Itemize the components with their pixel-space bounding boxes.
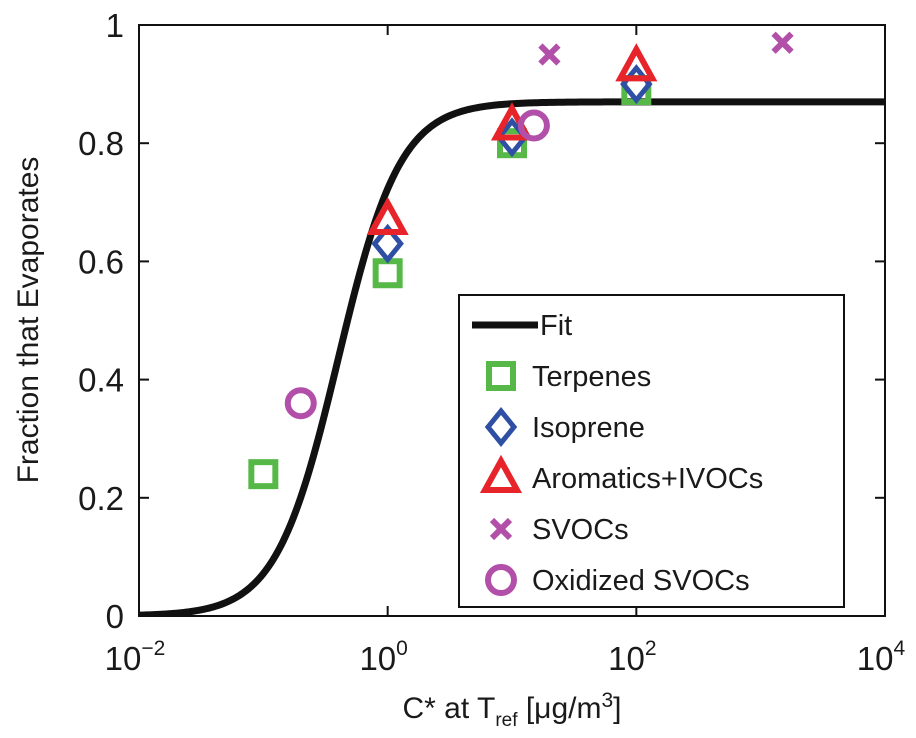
y-tick-label: 0 (106, 598, 124, 635)
legend-box (458, 294, 845, 608)
point-svocs (771, 31, 794, 54)
point-oxidized-svocs (517, 109, 550, 142)
legend-swatch (486, 361, 516, 391)
point-isoprene (371, 223, 404, 264)
x-axis-label: C* at Tref [μg/m3] (403, 689, 622, 731)
y-tick-label: 0.6 (78, 243, 124, 280)
y-tick-label: 1 (106, 7, 124, 44)
point-aromatics-ivocs (615, 43, 658, 82)
legend-swatch (489, 517, 513, 541)
plot-area (138, 24, 886, 617)
legend-label: Oxidized SVOCs (532, 565, 750, 597)
y-tick-label: 0.4 (78, 362, 124, 399)
legend: Fit Terpenes Isoprene Aromatics+IVOCs SVOCs O… (458, 294, 845, 608)
x-tick-label: 100 (359, 637, 407, 677)
y-tick-label: 0.8 (78, 125, 124, 162)
legend-label: Aromatics+IVOCs (532, 463, 763, 495)
point-oxidized-svocs (284, 387, 317, 420)
point-terpenes (372, 258, 403, 289)
x-axis: 10−2 100 102 104 (105, 25, 906, 677)
legend-label: Isoprene (532, 412, 645, 444)
x-tick-label: 102 (608, 637, 656, 677)
x-tick-label: 104 (857, 637, 906, 677)
legend-label: SVOCs (532, 514, 629, 546)
legend-label: Fit (540, 310, 572, 342)
legend-label: Terpenes (532, 361, 651, 393)
legend-swatch (479, 454, 523, 493)
y-axis-label: Fraction that Evaporates (12, 157, 45, 484)
y-axis: 0 0.2 0.4 0.6 0.8 1 (78, 7, 885, 635)
y-tick-label: 0.2 (78, 480, 124, 517)
x-tick-label: 10−2 (105, 637, 166, 677)
point-terpenes (248, 459, 279, 490)
legend-swatch (485, 564, 517, 596)
legend-swatch (484, 407, 518, 447)
point-aromatics-ivocs (366, 196, 409, 236)
point-svocs (538, 43, 561, 66)
marker-layer (248, 31, 794, 490)
